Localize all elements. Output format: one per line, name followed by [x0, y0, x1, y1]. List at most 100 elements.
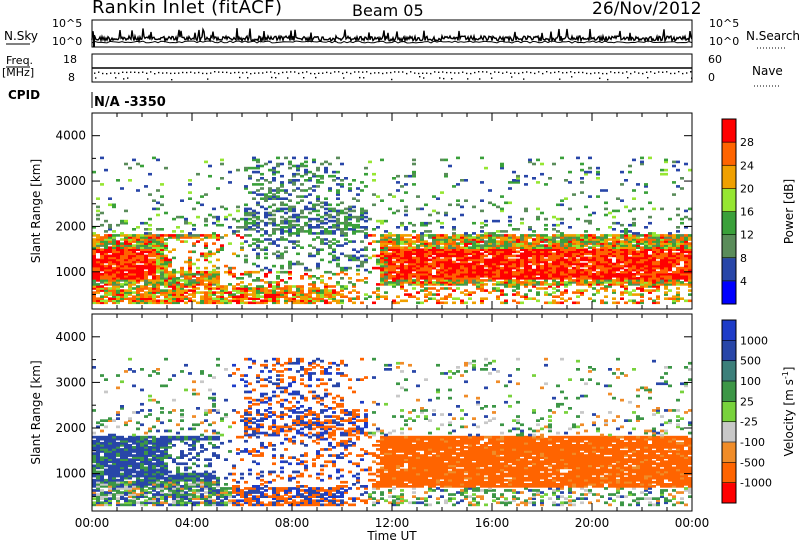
data-cell	[472, 281, 476, 284]
data-cell	[428, 264, 432, 268]
data-cell	[120, 435, 124, 439]
data-cell	[176, 238, 180, 241]
data-cell	[436, 254, 440, 258]
data-cell	[684, 242, 688, 245]
data-cell	[96, 209, 100, 213]
data-cell	[392, 260, 396, 264]
data-cell	[180, 297, 184, 300]
data-cell	[400, 238, 404, 241]
data-cell	[472, 205, 476, 209]
data-cell	[140, 485, 144, 488]
data-cell	[324, 287, 328, 290]
data-cell	[512, 299, 516, 303]
data-cell	[592, 279, 596, 282]
data-cell	[92, 275, 96, 278]
data-cell	[504, 236, 508, 239]
data-cell	[392, 281, 396, 284]
data-cell	[552, 299, 556, 303]
data-cell	[480, 266, 484, 270]
data-cell	[568, 254, 572, 258]
data-cell	[444, 262, 448, 266]
data-cell	[492, 270, 496, 274]
nave-dot	[306, 71, 308, 73]
data-cell	[272, 189, 276, 192]
data-cell	[456, 297, 460, 300]
data-cell	[180, 270, 184, 274]
data-cell	[376, 219, 380, 223]
data-cell	[144, 437, 148, 441]
data-cell	[656, 289, 660, 292]
data-cell	[152, 297, 156, 300]
data-cell	[688, 268, 692, 272]
data-cell	[400, 240, 404, 243]
data-cell	[388, 258, 392, 262]
data-cell	[504, 250, 508, 254]
data-cell	[256, 193, 260, 196]
data-cell	[264, 295, 268, 298]
data-cell	[96, 244, 100, 247]
data-cell	[216, 281, 220, 284]
data-cell	[96, 234, 100, 237]
data-cell	[512, 244, 516, 247]
data-cell	[552, 270, 556, 274]
data-cell	[304, 207, 308, 211]
data-cell	[396, 244, 400, 247]
data-cell	[600, 301, 604, 305]
data-cell	[328, 215, 332, 219]
data-cell	[392, 268, 396, 272]
data-cell	[384, 266, 388, 270]
data-cell	[200, 203, 204, 207]
data-cell	[488, 234, 492, 237]
data-cell	[528, 226, 532, 229]
data-cell	[316, 252, 320, 256]
data-cell	[444, 268, 448, 272]
data-cell	[632, 272, 636, 276]
data-cell	[272, 217, 276, 221]
data-cell	[588, 270, 592, 274]
data-cell	[480, 275, 484, 278]
data-cell	[324, 301, 328, 305]
data-cell	[616, 244, 620, 247]
data-cell	[592, 244, 596, 247]
data-cell	[496, 246, 500, 249]
data-cell	[448, 238, 452, 241]
data-cell	[424, 272, 428, 276]
data-cell	[104, 240, 108, 243]
data-cell	[596, 238, 600, 241]
data-cell	[128, 260, 132, 264]
data-cell	[664, 252, 668, 256]
data-cell	[424, 240, 428, 243]
data-cell	[112, 470, 116, 474]
data-cell	[504, 264, 508, 268]
data-cell	[508, 223, 512, 227]
data-cell	[144, 228, 148, 231]
data-cell	[504, 254, 508, 258]
data-cell	[136, 234, 140, 237]
data-cell	[592, 240, 596, 243]
data-cell	[664, 264, 668, 268]
data-cell	[320, 242, 324, 245]
data-cell	[480, 240, 484, 243]
data-cell	[616, 279, 620, 282]
data-cell	[680, 246, 684, 249]
data-cell	[480, 287, 484, 290]
data-cell	[100, 503, 104, 507]
data-cell	[440, 268, 444, 272]
data-cell	[572, 270, 576, 274]
data-cell	[228, 226, 232, 229]
data-cell	[588, 234, 592, 237]
data-cell	[560, 291, 564, 294]
data-cell	[132, 287, 136, 290]
data-cell	[396, 256, 400, 260]
data-cell	[616, 252, 620, 256]
data-cell	[152, 291, 156, 294]
data-cell	[128, 448, 132, 451]
data-cell	[600, 238, 604, 241]
data-cell	[128, 270, 132, 274]
data-cell	[164, 291, 168, 294]
data-cell	[344, 219, 348, 223]
data-cell	[612, 246, 616, 249]
data-cell	[296, 172, 300, 176]
data-cell	[208, 293, 212, 296]
data-cell	[552, 295, 556, 298]
